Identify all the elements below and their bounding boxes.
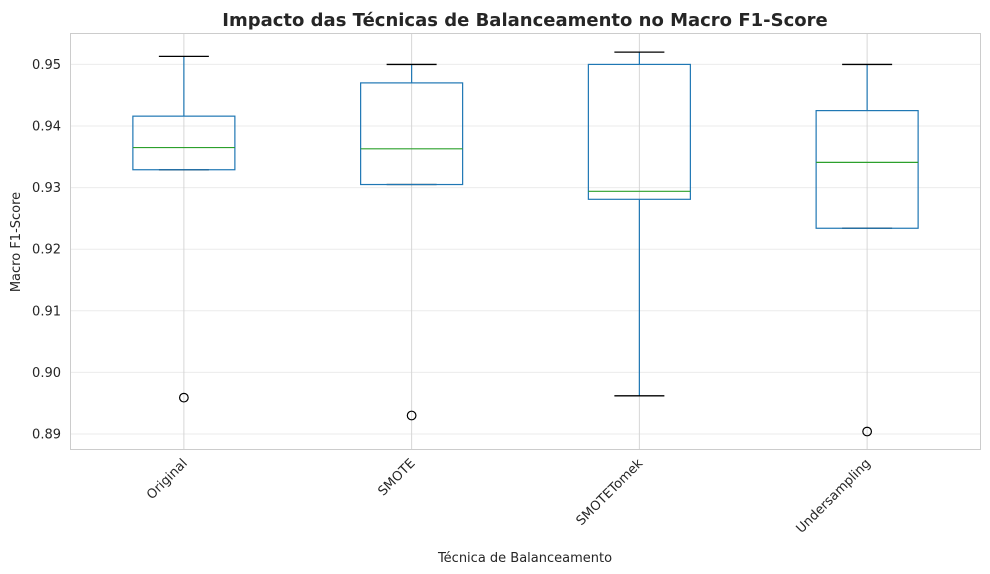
outlier-point: [178, 392, 189, 403]
y-tick-label: 0.91: [32, 304, 61, 319]
y-tick-label: 0.92: [32, 243, 61, 258]
box-iqr: [815, 110, 919, 229]
outlier-point: [862, 426, 873, 437]
box-iqr: [132, 115, 236, 171]
x-tick-label: Undersampling: [794, 456, 874, 536]
plot-frame: [70, 33, 981, 450]
x-tick-label: SMOTE: [375, 456, 418, 499]
box-iqr: [360, 82, 464, 186]
outlier-point: [406, 410, 417, 421]
x-axis-label: Técnica de Balanceamento: [437, 551, 612, 566]
chart-title: Impacto das Técnicas de Balanceamento no…: [222, 10, 827, 31]
x-tick-label: SMOTETomek: [574, 456, 647, 529]
y-tick-label: 0.94: [32, 120, 61, 135]
plot-background: [70, 33, 981, 450]
y-tick-label: 0.90: [32, 366, 61, 381]
y-tick-label: 0.89: [32, 427, 61, 442]
x-tick-label: Original: [144, 456, 191, 503]
box-iqr: [587, 63, 691, 200]
y-tick-label: 0.93: [32, 181, 61, 196]
plot-area: 0.89 0.90 0.91 0.92 0.93 0.94 0.95 Original SMOT…: [32, 33, 981, 537]
y-tick-label: 0.95: [32, 58, 61, 73]
y-axis-label: Macro F1-Score: [9, 192, 24, 292]
